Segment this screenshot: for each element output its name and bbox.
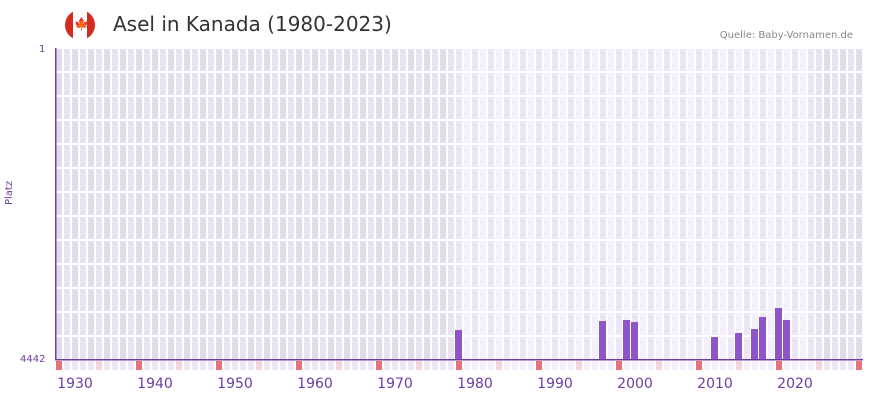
bar-1996 [599, 321, 606, 360]
decade-marker [536, 361, 542, 370]
bar-2000 [631, 322, 638, 360]
bar-2015 [751, 329, 758, 360]
bar-2010 [711, 337, 718, 360]
y-axis-line [55, 48, 57, 360]
decade-marker [456, 361, 462, 370]
decade-marker [856, 361, 862, 370]
x-tick-2010: 2010 [697, 376, 733, 392]
bar-2013 [735, 333, 742, 360]
decade-marker [616, 361, 622, 370]
flag-icon: 🍁 [65, 10, 95, 40]
bar-2019 [783, 320, 790, 360]
x-tick-1970: 1970 [377, 376, 413, 392]
x-axis-line [55, 359, 863, 361]
bar-2016 [759, 317, 766, 360]
decade-marker [216, 361, 222, 370]
bar-1978 [455, 330, 462, 360]
source-label: Quelle: Baby-Vornamen.de [719, 30, 853, 41]
decade-marker [776, 361, 782, 370]
bar-1999 [623, 320, 630, 360]
x-tick-1990: 1990 [537, 376, 573, 392]
x-tick-2000: 2000 [617, 376, 653, 392]
x-tick-1960: 1960 [297, 376, 333, 392]
decade-marker [136, 361, 142, 370]
decade-marker [296, 361, 302, 370]
x-tick-1950: 1950 [217, 376, 253, 392]
y-tick-bottom: 4442 [20, 354, 46, 365]
plot-area [55, 48, 863, 370]
x-tick-1980: 1980 [457, 376, 493, 392]
chart-title: Asel in Kanada (1980-2023) [113, 12, 392, 36]
x-tick-1930: 1930 [57, 376, 93, 392]
decade-marker [376, 361, 382, 370]
y-axis-title: Platz [4, 180, 15, 205]
decade-marker [696, 361, 702, 370]
x-tick-2020: 2020 [777, 376, 813, 392]
y-tick-top: 1 [39, 44, 46, 55]
x-tick-1940: 1940 [137, 376, 173, 392]
decade-marker [56, 361, 62, 370]
bar-2018 [775, 308, 782, 360]
